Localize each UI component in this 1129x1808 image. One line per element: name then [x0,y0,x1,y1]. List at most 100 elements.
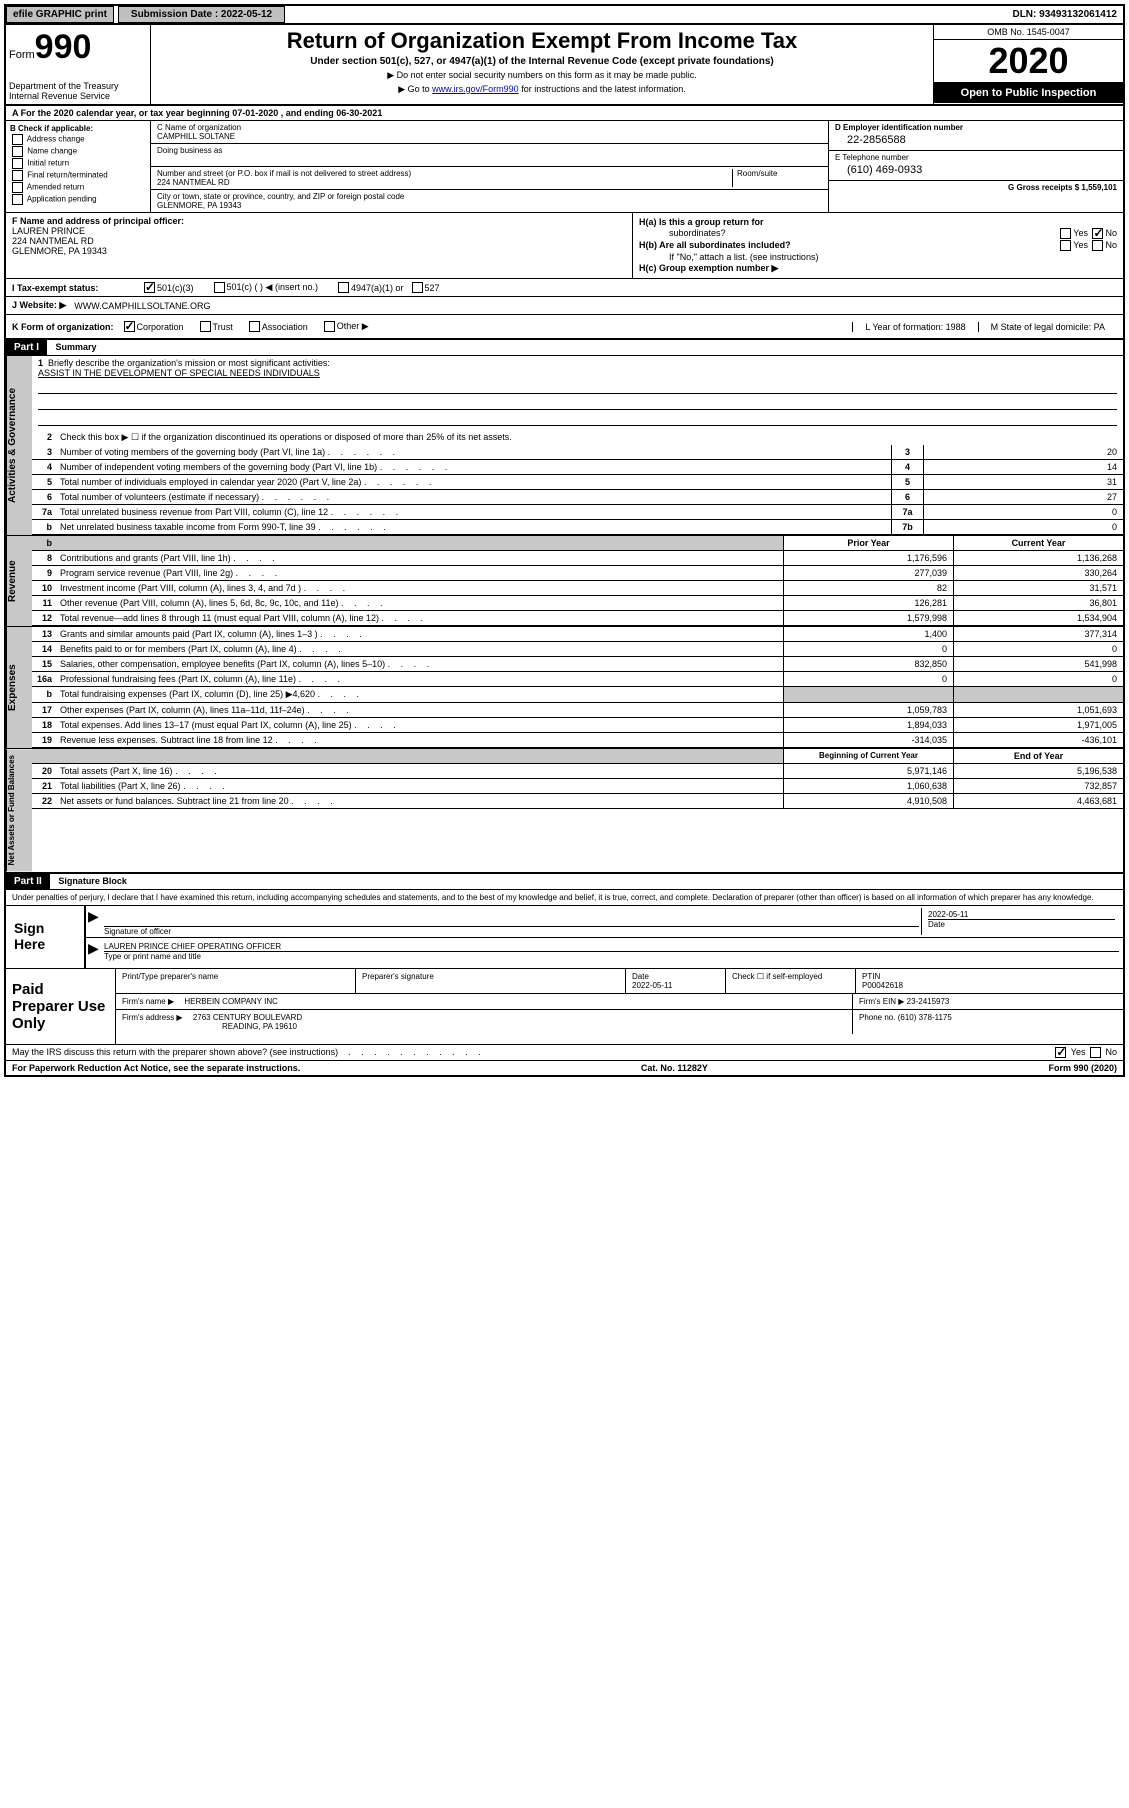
prep-name-label: Print/Type preparer's name [122,972,349,981]
col-b: B Check if applicable: Address change Na… [6,121,151,212]
arrow-icon-2: ▶ [88,940,102,966]
lbl-address: Address change [27,135,85,144]
gov-line-b: bNet unrelated business taxable income f… [32,520,1123,535]
footer-final: For Paperwork Reduction Act Notice, see … [6,1061,1123,1075]
firm-addr: 2763 CENTURY BOULEVARD [193,1013,302,1022]
h-note: If "No," attach a list. (see instruction… [669,252,818,262]
officer-addr: 224 NANTMEAL RD [12,236,626,246]
ptin-label: PTIN [862,972,1117,981]
cb-amended[interactable] [12,182,23,193]
cb-501c3[interactable] [144,282,155,293]
form-mid: Return of Organization Exempt From Incom… [151,25,933,104]
opt-trust: Trust [213,322,233,332]
form-org-label: K Form of organization: [12,322,114,332]
part1-bar: Part I Summary [6,340,1123,356]
cb-hb-yes[interactable] [1060,240,1071,251]
sig-name-label: Type or print name and title [104,951,1119,961]
cb-ha-no[interactable] [1092,228,1103,239]
discuss-row: May the IRS discuss this return with the… [6,1045,1123,1061]
exp-lines-17: 17Other expenses (Part IX, column (A), l… [32,703,1123,718]
top-section: Form990 Department of the Treasury Inter… [6,25,1123,106]
ha2-label: subordinates? [669,228,726,239]
cb-trust[interactable] [200,321,211,332]
cb-final-return[interactable] [12,170,23,181]
prep-self-label: Check ☐ if self-employed [726,969,856,993]
cb-discuss-no[interactable] [1090,1047,1101,1058]
hc-label: H(c) Group exemption number ▶ [639,263,778,274]
efile-button[interactable]: efile GRAPHIC print [6,6,114,23]
ptin-val: P00042618 [862,981,1117,990]
opt-corp: Corporation [137,322,184,332]
na-lines-20: 20Total assets (Part X, line 16) . . . .… [32,764,1123,779]
addr-row: Number and street (or P.O. box if mail i… [151,167,828,190]
rev-lines-10: 10Investment income (Part VIII, column (… [32,581,1123,596]
sig-name: LAUREN PRINCE CHIEF OPERATING OFFICER [104,942,1119,951]
line1-val: ASSIST IN THE DEVELOPMENT OF SPECIAL NEE… [38,368,320,378]
cb-hb-no[interactable] [1092,240,1103,251]
cb-501c[interactable] [214,282,225,293]
cb-other[interactable] [324,321,335,332]
dept-label: Department of the Treasury Internal Reve… [9,81,147,101]
part1-header: Part I [6,340,47,355]
prior-year-header: Prior Year [783,536,953,550]
cb-527[interactable] [412,282,423,293]
line2-label: Check this box ▶ ☐ if the organization d… [56,430,1123,445]
col-b-label: B Check if applicable: [10,124,146,133]
line1-label: Briefly describe the organization's miss… [48,358,330,368]
ein-val: 22-2856588 [835,132,1117,148]
officer-label: F Name and address of principal officer: [12,216,626,226]
discuss-label: May the IRS discuss this return with the… [12,1047,338,1058]
col-c: C Name of organization CAMPHILL SOLTANE … [151,121,828,212]
cat-no: Cat. No. 11282Y [641,1063,708,1073]
cb-initial-return[interactable] [12,158,23,169]
lbl-pending: Application pending [27,195,97,204]
omb: OMB No. 1545-0047 [934,25,1123,40]
preparer-section: Paid Preparer Use Only Print/Type prepar… [6,969,1123,1045]
rev-header: b Prior Year Current Year [32,536,1123,551]
na-lines-22: 22Net assets or fund balances. Subtract … [32,794,1123,809]
expenses-tab: Expenses [6,627,32,748]
prep-date-label: Date [632,972,719,981]
cb-assoc[interactable] [249,321,260,332]
cb-address-change[interactable] [12,134,23,145]
firm-phone: Phone no. (610) 378-1175 [853,1010,1123,1034]
exp-lines-16a: 16aProfessional fundraising fees (Part I… [32,672,1123,687]
form-prefix: Form [9,49,35,61]
instr2-pre: ▶ Go to [398,84,432,94]
main-title: Return of Organization Exempt From Incom… [154,28,930,54]
lbl-name: Name change [27,147,77,156]
col-f: F Name and address of principal officer:… [6,213,633,278]
row-j: J Website: ▶ WWW.CAMPHILLSOLTANE.ORG [6,297,1123,315]
cb-corp[interactable] [124,321,135,332]
officer-name: LAUREN PRINCE [12,226,626,236]
penalty-text: Under penalties of perjury, I declare th… [6,890,1123,905]
sig-date-val: 2022-05-11 [928,910,1115,919]
yes-label: Yes [1071,1047,1086,1057]
sign-here-label: Sign Here [6,906,86,968]
gross-label: G Gross receipts $ 1,559,101 [835,183,1117,192]
gov-line-4: 4Number of independent voting members of… [32,460,1123,475]
row-i: I Tax-exempt status: 501(c)(3) 501(c) ( … [6,279,1123,297]
firm-name: HERBEIN COMPANY INC [184,997,278,1006]
city-val: GLENMORE, PA 19343 [157,201,822,210]
firm-addr-label: Firm's address ▶ [122,1013,183,1022]
current-year-header: Current Year [953,536,1123,550]
na-lines-21: 21Total liabilities (Part X, line 26) . … [32,779,1123,794]
paperwork-label: For Paperwork Reduction Act Notice, see … [12,1063,300,1073]
begin-header: Beginning of Current Year [783,749,953,763]
state-domicile: M State of legal domicile: PA [978,322,1117,332]
website-label: J Website: ▶ [12,300,66,311]
cb-4947[interactable] [338,282,349,293]
prep-sig-label: Preparer's signature [362,972,619,981]
rev-lines-12: 12Total revenue—add lines 8 through 11 (… [32,611,1123,626]
ha-label: H(a) Is this a group return for [639,217,764,227]
form990-link[interactable]: www.irs.gov/Form990 [432,84,519,94]
cb-discuss-yes[interactable] [1055,1047,1066,1058]
cb-name-change[interactable] [12,146,23,157]
part1-title: Summary [56,342,97,352]
exp-lines-15: 15Salaries, other compensation, employee… [32,657,1123,672]
cb-app-pending[interactable] [12,194,23,205]
cb-ha-yes[interactable] [1060,228,1071,239]
opt-501c3: 501(c)(3) [157,283,194,293]
addr-label: Number and street (or P.O. box if mail i… [157,169,732,178]
